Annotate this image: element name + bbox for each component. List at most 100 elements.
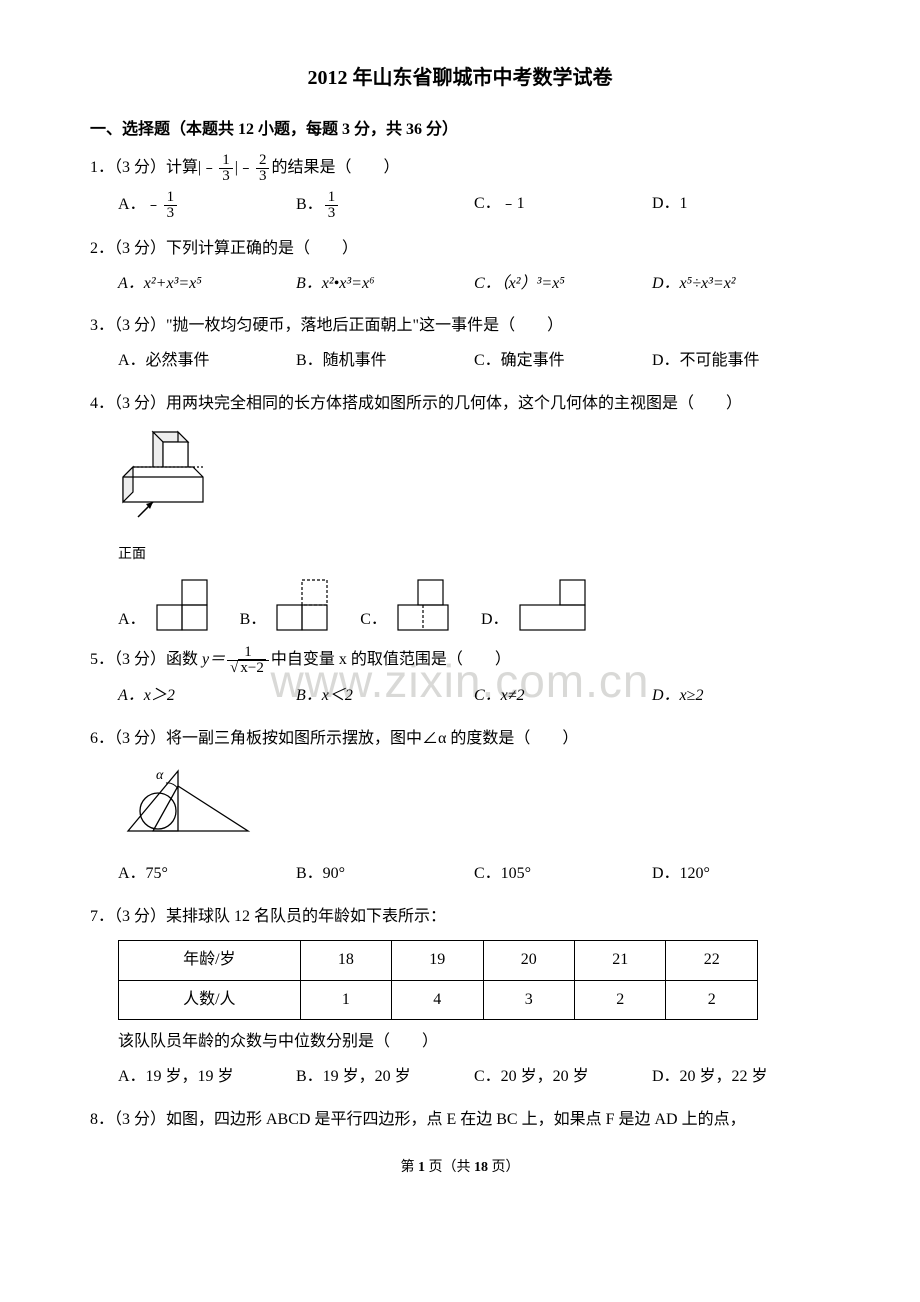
q2-optD: D．x⁵÷x³=x² xyxy=(652,270,830,299)
q6-options: A．75° B．90° C．105° D．120° xyxy=(90,860,830,893)
view-d-icon xyxy=(515,575,595,635)
q4-optD: D． xyxy=(481,575,595,635)
q3-options: A．必然事件 B．随机事件 C．确定事件 D．不可能事件 xyxy=(90,347,830,380)
q5-yeq: y＝ xyxy=(202,651,225,668)
q1-optB-frac: 13 xyxy=(325,190,339,221)
q3-optD: D．不可能事件 xyxy=(652,347,830,376)
q4-solid-figure xyxy=(118,427,830,538)
q2-options: A．x²+x³=x⁵ B．x²•x³=x⁶ C．（x²）³=x⁵ D．x⁵÷x³… xyxy=(90,270,830,303)
question-1: 1．（3 分）计算|﹣13|﹣23的结果是（ ） A．﹣13 B．13 C．﹣1… xyxy=(90,153,830,225)
q1-optB-den: 3 xyxy=(325,206,339,221)
footer-total: 18 xyxy=(474,1160,488,1175)
footer-prefix: 第 xyxy=(401,1160,419,1175)
q6-stem: 6．（3 分）将一副三角板按如图所示摆放，图中∠α 的度数是（ ） xyxy=(90,725,830,754)
q5-optD: D．x≥2 xyxy=(652,682,830,711)
q3-optB: B．随机事件 xyxy=(296,347,474,376)
cell: 2 xyxy=(666,980,758,1020)
q2-optA: A．x²+x³=x⁵ xyxy=(118,270,296,299)
q5-optA: A．x＞2 xyxy=(118,682,296,711)
q7-options: A．19 岁，19 岁 B．19 岁，20 岁 C．20 岁，20 岁 D．20… xyxy=(90,1063,830,1096)
q1-frac1-den: 3 xyxy=(219,169,233,184)
q5-prefix: 5．（3 分）函数 xyxy=(90,651,202,668)
q1-optB-num: 1 xyxy=(325,190,339,206)
q1-prefix: 1．（3 分）计算|﹣ xyxy=(90,159,217,176)
view-a-icon xyxy=(152,575,232,635)
question-6: 6．（3 分）将一副三角板按如图所示摆放，图中∠α 的度数是（ ） α A．75… xyxy=(90,725,830,893)
q1-mid: |﹣ xyxy=(235,159,254,176)
question-5: 5．（3 分）函数 y＝1√x−2中自变量 x 的取值范围是（ ） A．x＞2 … xyxy=(90,645,830,715)
q4-optB-label: B． xyxy=(240,606,267,635)
cell-age-label: 年龄/岁 xyxy=(119,940,301,980)
section-1-header: 一、选择题（本题共 12 小题，每题 3 分，共 36 分） xyxy=(90,116,830,145)
q4-options: A． B． C． D． xyxy=(90,575,830,635)
cell: 4 xyxy=(392,980,483,1020)
q3-optC: C．确定事件 xyxy=(474,347,652,376)
q1-optD: D．1 xyxy=(652,190,830,221)
question-2: 2．（3 分）下列计算正确的是（ ） A．x²+x³=x⁵ B．x²•x³=x⁶… xyxy=(90,235,830,303)
q5-sqrt: x−2 xyxy=(238,659,265,676)
cell: 1 xyxy=(300,980,391,1020)
q7-optC: C．20 岁，20 岁 xyxy=(474,1063,652,1092)
q6-optB: B．90° xyxy=(296,860,474,889)
q1-frac2-num: 2 xyxy=(256,153,270,169)
footer-suffix: 页） xyxy=(488,1160,520,1175)
q1-optA: A．﹣13 xyxy=(118,190,296,221)
footer-page: 1 xyxy=(418,1160,425,1175)
triangle-board-icon: α xyxy=(118,761,258,841)
solid-icon xyxy=(118,427,208,527)
alpha-icon: α xyxy=(156,768,164,783)
q5-frac-den: √x−2 xyxy=(227,661,269,676)
question-8: 8．（3 分）如图，四边形 ABCD 是平行四边形，点 E 在边 BC 上，如果… xyxy=(90,1106,830,1135)
q1-frac2: 23 xyxy=(256,153,270,184)
cell: 20 xyxy=(483,940,574,980)
q4-optB: B． xyxy=(240,575,353,635)
q5-options: A．x＞2 B．x＜2 C．x≠2 D．x≥2 xyxy=(90,682,830,715)
q7-optA: A．19 岁，19 岁 xyxy=(118,1063,296,1092)
q2-optB: B．x²•x³=x⁶ xyxy=(296,270,474,299)
q5-frac: 1√x−2 xyxy=(227,645,269,676)
page-footer: 第 1 页（共 18 页） xyxy=(90,1155,830,1180)
q3-optA: A．必然事件 xyxy=(118,347,296,376)
q4-front-label: 正面 xyxy=(118,542,830,567)
cell: 18 xyxy=(300,940,391,980)
q8-stem: 8．（3 分）如图，四边形 ABCD 是平行四边形，点 E 在边 BC 上，如果… xyxy=(90,1106,830,1135)
cell-count-label: 人数/人 xyxy=(119,980,301,1020)
q1-frac1: 13 xyxy=(219,153,233,184)
question-7: 7．（3 分）某排球队 12 名队员的年龄如下表所示： 年龄/岁 18 19 2… xyxy=(90,903,830,1096)
q5-suffix: 中自变量 x 的取值范围是（ ） xyxy=(271,651,511,668)
q6-optC: C．105° xyxy=(474,860,652,889)
q4-optC-label: C． xyxy=(360,606,387,635)
cell: 22 xyxy=(666,940,758,980)
q1-optB-label: B． xyxy=(296,196,323,213)
q4-optC: C． xyxy=(360,575,473,635)
view-b-icon xyxy=(272,575,352,635)
q7-optD: D．20 岁，22 岁 xyxy=(652,1063,830,1092)
q7-optB: B．19 岁，20 岁 xyxy=(296,1063,474,1092)
cell: 21 xyxy=(575,940,666,980)
table-row: 年龄/岁 18 19 20 21 22 xyxy=(119,940,758,980)
q5-stem: 5．（3 分）函数 y＝1√x−2中自变量 x 的取值范围是（ ） xyxy=(90,645,830,676)
q1-stem: 1．（3 分）计算|﹣13|﹣23的结果是（ ） xyxy=(90,153,830,184)
q4-optD-label: D． xyxy=(481,606,509,635)
q3-stem: 3．（3 分）"抛一枚均匀硬币，落地后正面朝上"这一事件是（ ） xyxy=(90,312,830,341)
cell: 3 xyxy=(483,980,574,1020)
question-4: 4．（3 分）用两块完全相同的长方体搭成如图所示的几何体，这个几何体的主视图是（… xyxy=(90,390,830,635)
q5-optB: B．x＜2 xyxy=(296,682,474,711)
table-row: 人数/人 1 4 3 2 2 xyxy=(119,980,758,1020)
q6-figure: α xyxy=(118,761,830,852)
q1-suffix: 的结果是（ ） xyxy=(271,159,399,176)
view-c-icon xyxy=(393,575,473,635)
q1-optA-label: A．﹣ xyxy=(118,196,162,213)
question-3: 3．（3 分）"抛一枚均匀硬币，落地后正面朝上"这一事件是（ ） A．必然事件 … xyxy=(90,312,830,380)
q4-stem: 4．（3 分）用两块完全相同的长方体搭成如图所示的几何体，这个几何体的主视图是（… xyxy=(90,390,830,419)
q4-optA: A． xyxy=(118,575,232,635)
q7-substem: 该队队员年龄的众数与中位数分别是（ ） xyxy=(90,1028,830,1057)
q6-optD: D．120° xyxy=(652,860,830,889)
q7-stem: 7．（3 分）某排球队 12 名队员的年龄如下表所示： xyxy=(90,903,830,932)
q4-optA-label: A． xyxy=(118,606,146,635)
q1-frac1-num: 1 xyxy=(219,153,233,169)
q1-optA-num: 1 xyxy=(164,190,178,206)
cell: 2 xyxy=(575,980,666,1020)
q7-table: 年龄/岁 18 19 20 21 22 人数/人 1 4 3 2 2 xyxy=(118,940,758,1021)
q1-optB: B．13 xyxy=(296,190,474,221)
